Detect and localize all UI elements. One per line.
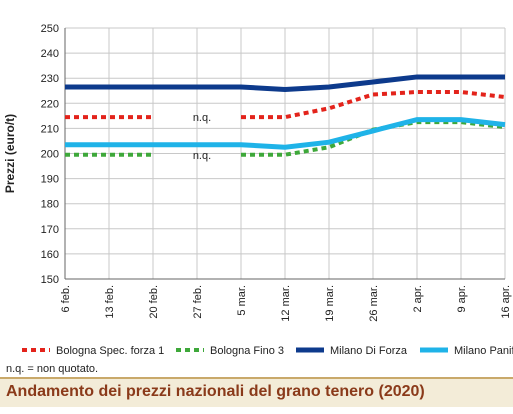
x-tick-label: 27 feb. [192,285,204,319]
y-tick-label: 250 [41,23,59,35]
legend-label: Milano Panificabile [454,345,513,357]
x-tick-label: 9 apr. [456,285,468,313]
footnote: n.q. = non quotato. [6,363,98,375]
x-tick-label: 16 apr. [500,285,512,319]
y-tick-label: 240 [41,48,59,60]
y-tick-label: 230 [41,73,59,85]
x-tick-label: 12 mar. [280,285,292,322]
legend-item: Milano Panificabile [420,345,513,357]
y-tick-label: 210 [41,123,59,135]
y-tick-label: 200 [41,149,59,161]
legend-label: Bologna Fino 3 [210,345,284,357]
legend-label: Bologna Spec. forza 1 [56,345,164,357]
legend-item: Bologna Spec. forza 1 [22,345,164,357]
legend-item: Bologna Fino 3 [176,345,284,357]
x-tick-label: 13 feb. [104,285,116,319]
y-tick-label: 150 [41,274,59,286]
y-tick-label: 220 [41,98,59,110]
y-tick-label: 160 [41,249,59,261]
annotation: n.q. [193,150,211,162]
y-tick-label: 170 [41,224,59,236]
title-bar: Andamento dei prezzi nazionali del grano… [0,377,513,407]
chart-title: Andamento dei prezzi nazionali del grano… [6,383,425,401]
x-tick-label: 6 feb. [60,285,72,313]
x-tick-label: 20 feb. [148,285,160,319]
y-tick-label: 190 [41,174,59,186]
y-axis-label: Prezzi (euro/t) [3,114,17,193]
legend-item: Milano Di Forza [296,345,408,357]
annotation: n.q. [193,112,211,124]
x-tick-label: 26 mar. [368,285,380,322]
x-tick-label: 5 mar. [236,285,248,316]
x-tick-label: 19 mar. [324,285,336,322]
y-tick-label: 180 [41,199,59,211]
legend-label: Milano Di Forza [330,345,408,357]
x-tick-label: 2 apr. [412,285,424,313]
